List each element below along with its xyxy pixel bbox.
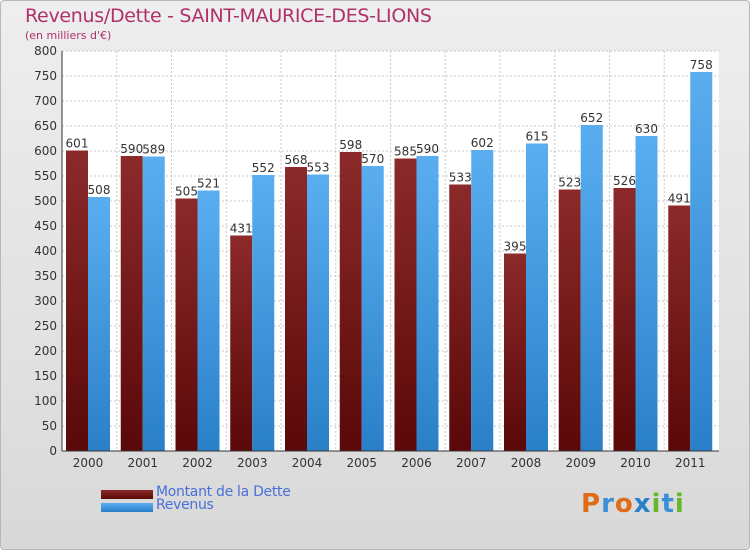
data-label: 601 <box>66 137 89 151</box>
chart-title: Revenus/Dette - SAINT-MAURICE-DES-LIONS <box>25 5 432 27</box>
bar-revenus <box>471 150 494 451</box>
data-label: 395 <box>504 240 527 254</box>
bar-dette <box>175 198 198 451</box>
logo-letter: r <box>601 489 615 519</box>
data-label: 523 <box>558 176 581 190</box>
y-tick-label: 600 <box>34 144 57 158</box>
y-tick-label: 300 <box>34 294 57 308</box>
x-tick-label: 2008 <box>511 456 542 470</box>
bar-dette <box>394 158 417 451</box>
data-label: 533 <box>449 171 472 185</box>
data-label: 652 <box>580 111 603 125</box>
bar-dette <box>339 152 362 451</box>
data-label: 568 <box>285 153 308 167</box>
bar-dette <box>285 167 307 451</box>
data-label: 570 <box>361 152 384 166</box>
bar-revenus <box>142 156 165 451</box>
y-tick-label: 550 <box>34 169 57 183</box>
y-tick-label: 700 <box>34 94 57 108</box>
x-tick-label: 2002 <box>182 456 213 470</box>
data-label: 590 <box>416 142 439 156</box>
data-label: 552 <box>252 161 275 175</box>
x-tick-label: 2011 <box>675 456 706 470</box>
bar-dette <box>558 189 581 451</box>
data-label: 585 <box>394 145 417 159</box>
data-label: 602 <box>471 136 494 150</box>
data-label: 491 <box>668 192 691 206</box>
data-label: 615 <box>526 130 549 144</box>
x-tick-label: 2003 <box>237 456 268 470</box>
x-tick-label: 2006 <box>401 456 432 470</box>
y-tick-label: 750 <box>34 69 57 83</box>
legend-swatch-revenus <box>101 503 153 512</box>
x-tick-label: 2000 <box>73 456 104 470</box>
y-tick-label: 250 <box>34 319 57 333</box>
bar-revenus <box>88 197 110 451</box>
data-label: 505 <box>175 185 198 199</box>
legend-swatch-debt <box>101 490 153 499</box>
bar-dette <box>120 156 143 451</box>
x-tick-label: 2009 <box>565 456 596 470</box>
bar-revenus <box>197 190 220 451</box>
bar-dette <box>668 205 691 451</box>
bar-revenus <box>416 156 439 451</box>
x-tick-label: 2007 <box>456 456 487 470</box>
data-label: 589 <box>142 143 165 157</box>
y-tick-label: 650 <box>34 119 57 133</box>
bar-dette <box>230 235 253 451</box>
data-label: 508 <box>88 183 111 197</box>
data-label: 553 <box>307 161 330 175</box>
y-tick-label: 200 <box>34 344 57 358</box>
y-tick-label: 150 <box>34 369 57 383</box>
bar-revenus <box>635 136 658 451</box>
bar-dette <box>449 184 472 451</box>
y-tick-label: 350 <box>34 269 57 283</box>
x-tick-label: 2010 <box>620 456 651 470</box>
bar-revenus <box>361 166 384 451</box>
y-tick-label: 450 <box>34 219 57 233</box>
logo-letter: P <box>581 489 602 519</box>
bar-revenus <box>252 175 275 451</box>
data-label: 526 <box>613 174 636 188</box>
y-tick-label: 0 <box>49 444 57 458</box>
data-label: 598 <box>339 138 362 152</box>
data-label: 431 <box>230 222 253 236</box>
bar-revenus <box>307 174 329 451</box>
y-tick-label: 50 <box>42 419 57 433</box>
bar-dette <box>504 253 526 451</box>
bar-revenus <box>526 143 548 451</box>
logo-letter: i <box>651 489 662 519</box>
logo-letter: t <box>661 489 675 519</box>
proxiti-logo: Proxiti <box>581 489 685 519</box>
x-tick-label: 2005 <box>346 456 377 470</box>
bar-revenus <box>690 72 713 451</box>
legend-label-debt: Montant de la Dette <box>156 484 291 500</box>
legend-label-revenus: Revenus <box>156 497 214 513</box>
bar-dette <box>66 150 88 451</box>
x-tick-label: 2004 <box>292 456 323 470</box>
logo-letter: i <box>674 489 685 519</box>
logo-letter: o <box>614 489 634 519</box>
y-tick-label: 400 <box>34 244 57 258</box>
data-label: 521 <box>197 177 220 191</box>
bar-dette <box>613 188 636 451</box>
data-label: 630 <box>635 122 658 136</box>
logo-letter: x <box>633 489 652 519</box>
x-tick-label: 2001 <box>127 456 158 470</box>
y-tick-label: 500 <box>34 194 57 208</box>
chart-subtitle: (en milliers d'€) <box>25 29 112 42</box>
y-tick-label: 800 <box>34 44 57 58</box>
data-label: 758 <box>690 58 713 72</box>
bar-revenus <box>580 125 603 451</box>
data-label: 590 <box>120 142 143 156</box>
y-tick-label: 100 <box>34 394 57 408</box>
